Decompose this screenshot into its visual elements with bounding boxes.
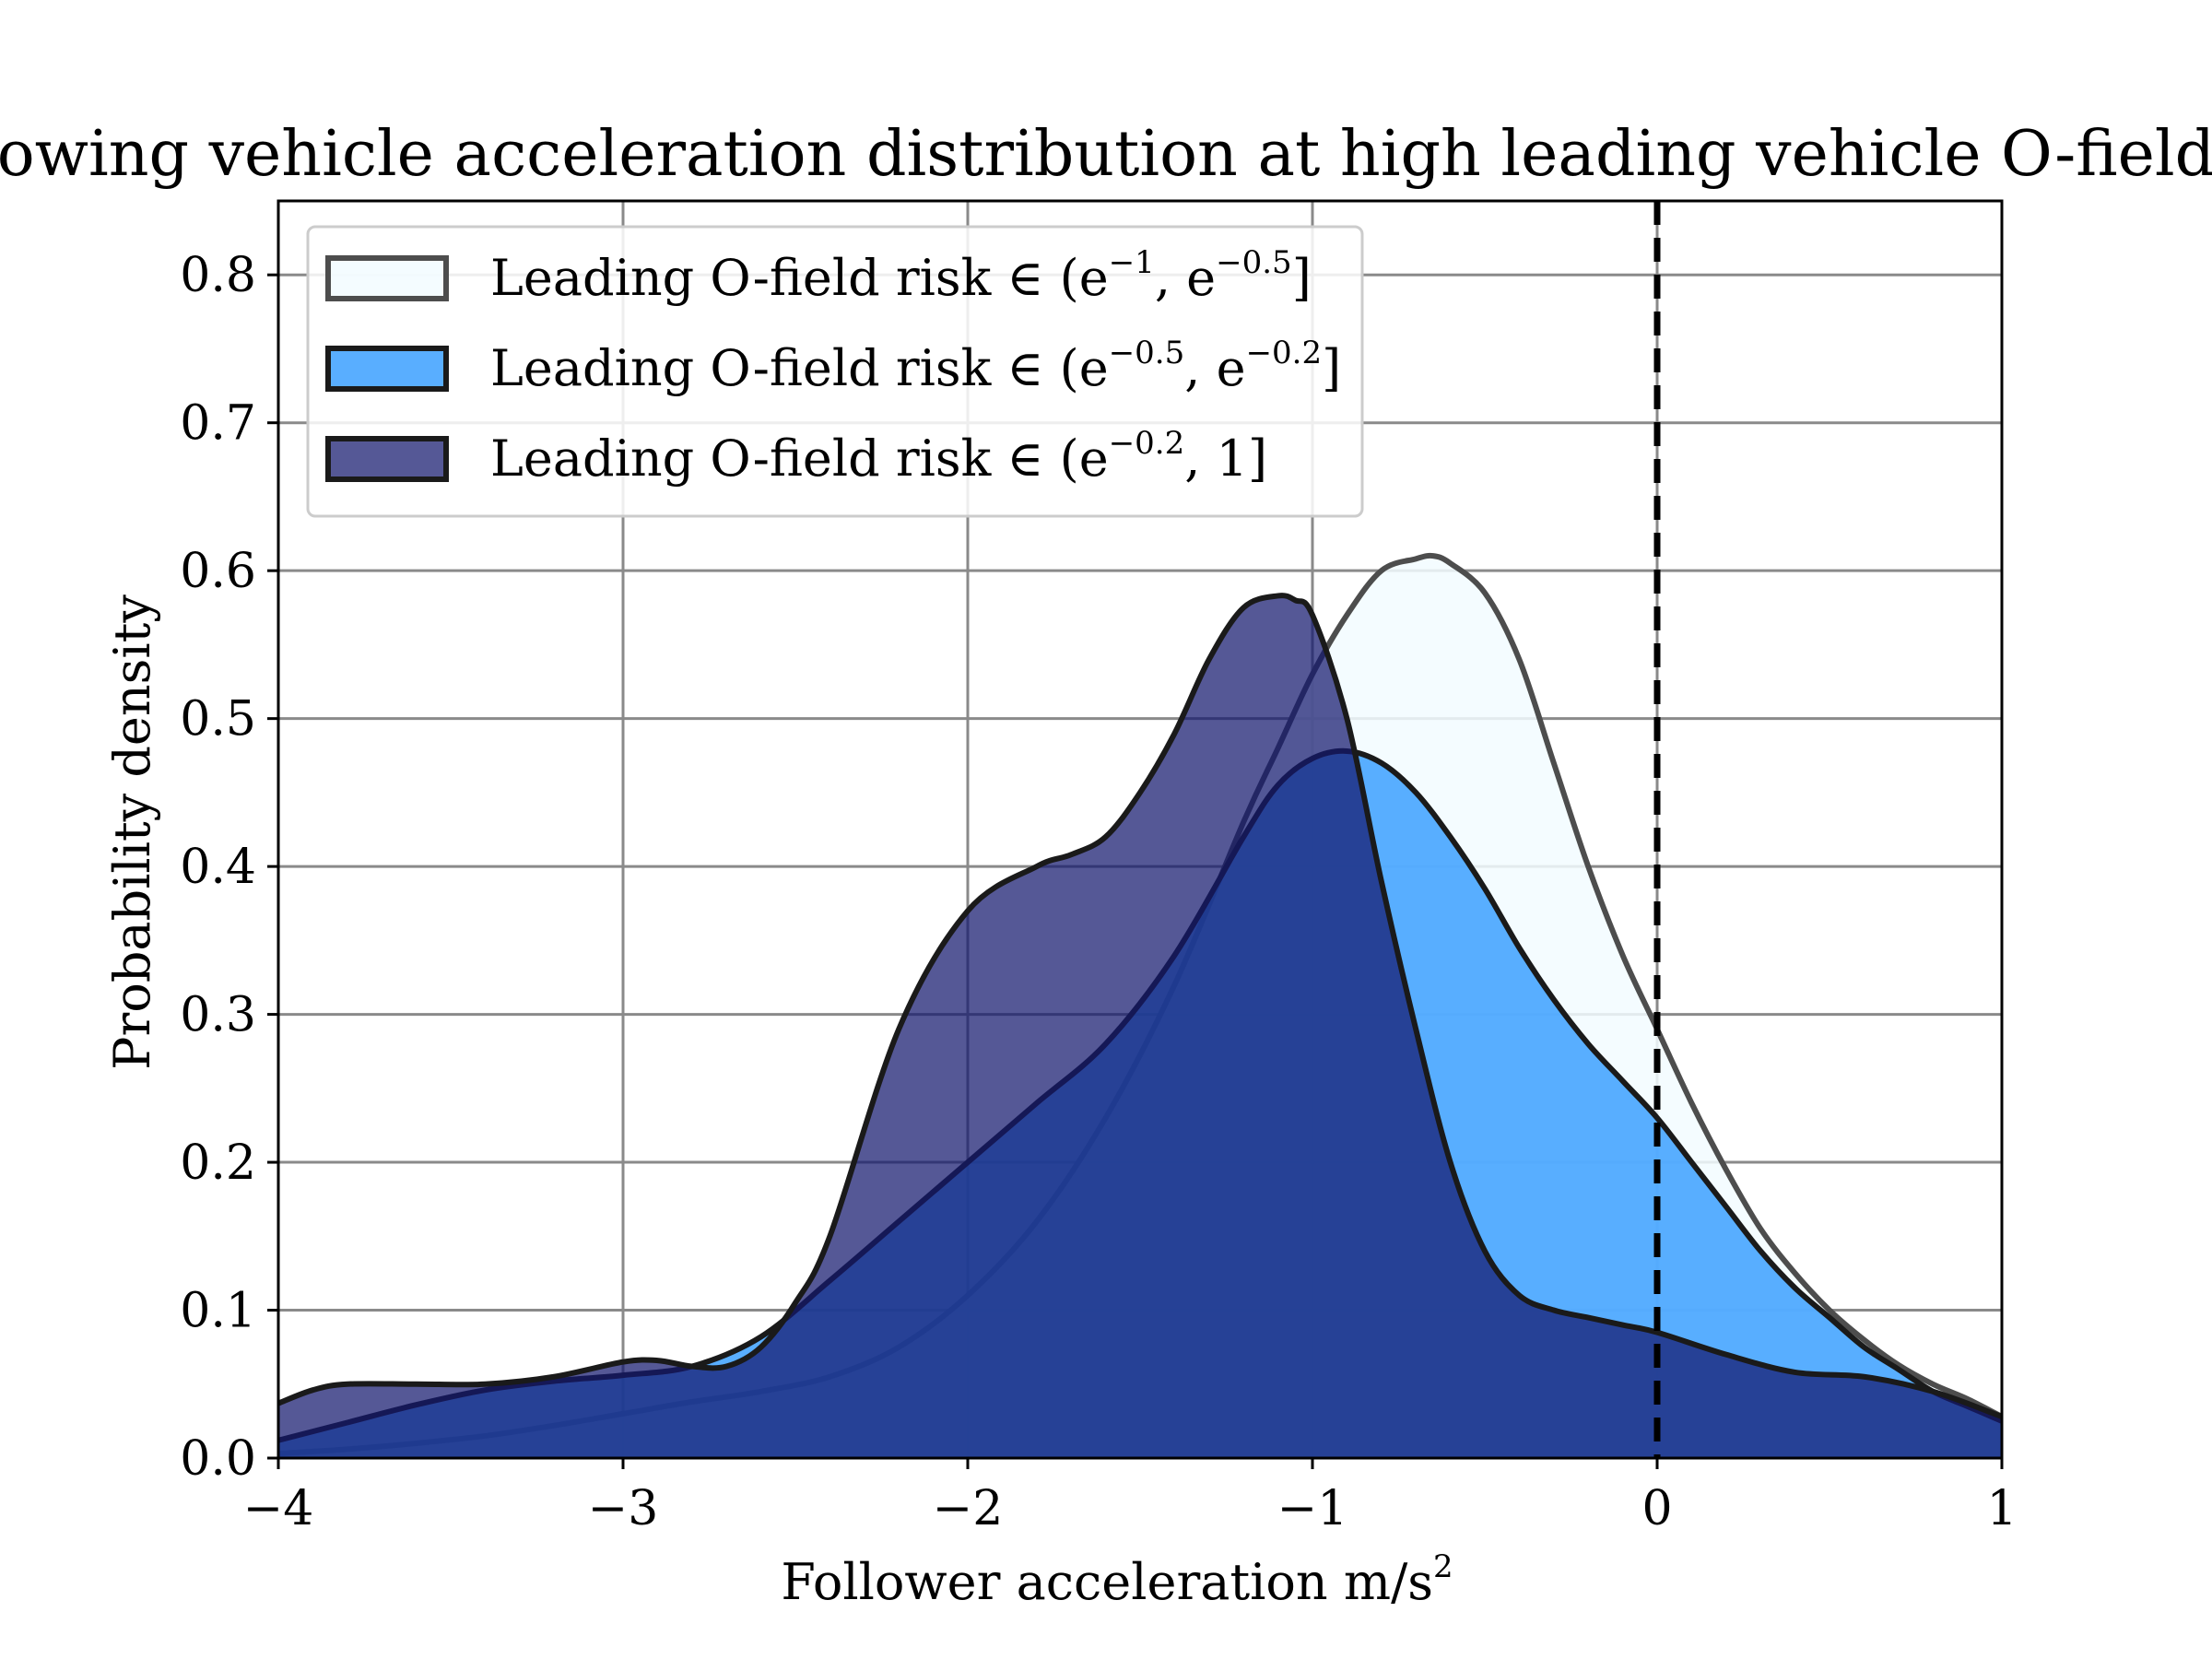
legend-label-3: Leading O-field risk ∈ (e−0.2, 1] [490, 425, 1267, 488]
y-tick-label: 0.8 [180, 248, 256, 303]
y-axis-label: Probability density [103, 594, 161, 1070]
x-axis-label-sup: 2 [1433, 1548, 1453, 1585]
y-tick-label: 0.0 [180, 1431, 256, 1487]
y-tick-label: 0.4 [180, 840, 256, 895]
series-3 [276, 593, 2004, 1458]
chart-title: Following vehicle acceleration distribut… [0, 118, 2212, 191]
y-tick-label: 0.1 [180, 1284, 256, 1339]
plot-frame [276, 199, 2004, 1460]
x-tick-label: −1 [1277, 1481, 1348, 1536]
legend-label-1: Leading O-field risk ∈ (e−1, e−0.5] [490, 244, 1312, 307]
x-tick-label: −4 [243, 1481, 314, 1536]
y-tick-label: 0.2 [180, 1135, 256, 1191]
y-tick-label: 0.6 [180, 544, 256, 599]
legend-swatch-1 [325, 255, 449, 301]
legend-box [306, 225, 1364, 518]
series-3-area [278, 595, 2002, 1458]
axis-ticks: −4 −3 −2 −1 0 1 0.0 0.1 0.2 0.3 0.4 0.5 0.6 0.7 0.8 [180, 248, 2017, 1536]
x-tick-label: 1 [1986, 1481, 2017, 1536]
legend-label-2: Leading O-field risk ∈ (e−0.5, e−0.2] [490, 335, 1341, 397]
x-axis-label: Follower acceleration m/s2 [781, 1548, 1453, 1611]
legend: Leading O-field risk ∈ (e−1, e−0.5] Leadi… [306, 225, 1364, 518]
y-tick-label: 0.5 [180, 692, 256, 747]
y-tick-label: 0.7 [180, 396, 256, 452]
series-areas [276, 552, 2004, 1458]
legend-swatch-3 [325, 436, 449, 482]
y-tick-label: 0.3 [180, 988, 256, 1043]
x-tick-label: −3 [588, 1481, 659, 1536]
x-axis-label-text: Follower acceleration m/s [781, 1553, 1433, 1611]
series-3-curve [276, 593, 2004, 1419]
legend-swatch-2 [325, 346, 449, 392]
x-tick-label: −2 [933, 1481, 1004, 1536]
x-tick-label: 0 [1641, 1481, 1672, 1536]
